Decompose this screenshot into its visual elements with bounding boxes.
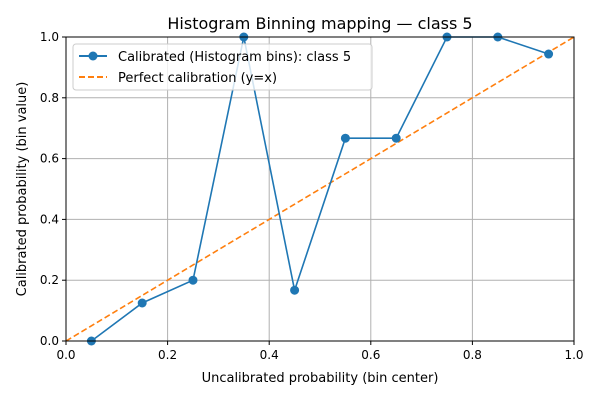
x-tick-label: 0.8 [463, 348, 482, 362]
y-tick-label: 0.0 [40, 334, 59, 348]
calibrated-point [137, 298, 147, 308]
chart-title: Histogram Binning mapping — class 5 [167, 14, 472, 33]
calibrated-point [290, 285, 300, 295]
y-axis-label: Calibrated probability (bin value) [15, 82, 30, 297]
x-tick-label: 0.0 [56, 348, 75, 362]
calibrated-point [340, 133, 350, 143]
y-tick-label: 0.2 [40, 273, 59, 287]
calibrated-point [188, 275, 198, 285]
legend-marker-calibrated [88, 51, 98, 61]
legend-label-calibrated: Calibrated (Histogram bins): class 5 [118, 50, 351, 65]
x-axis-label: Uncalibrated probability (bin center) [202, 371, 439, 386]
y-tick-label: 0.6 [40, 152, 59, 166]
x-tick-label: 0.2 [158, 348, 177, 362]
calibrated-point [544, 49, 554, 59]
plot-frame [65, 36, 575, 342]
x-tick-label: 1.0 [564, 348, 583, 362]
x-tick-label: 0.6 [361, 348, 380, 362]
calibrated-point [391, 133, 401, 143]
y-tick-label: 0.4 [40, 212, 59, 226]
y-tick-label: 1.0 [40, 30, 59, 44]
legend-box [72, 43, 373, 91]
legend: Calibrated (Histogram bins): class 5 Per… [72, 43, 373, 91]
x-tick-label: 0.4 [260, 348, 279, 362]
legend-label-perfect: Perfect calibration (y=x) [118, 71, 277, 86]
y-tick-label: 0.8 [40, 91, 59, 105]
ticks: 0.0 0.2 0.4 0.6 0.8 1.0 0.0 0.2 0.4 0.6 0.8 1.0 [40, 30, 584, 362]
